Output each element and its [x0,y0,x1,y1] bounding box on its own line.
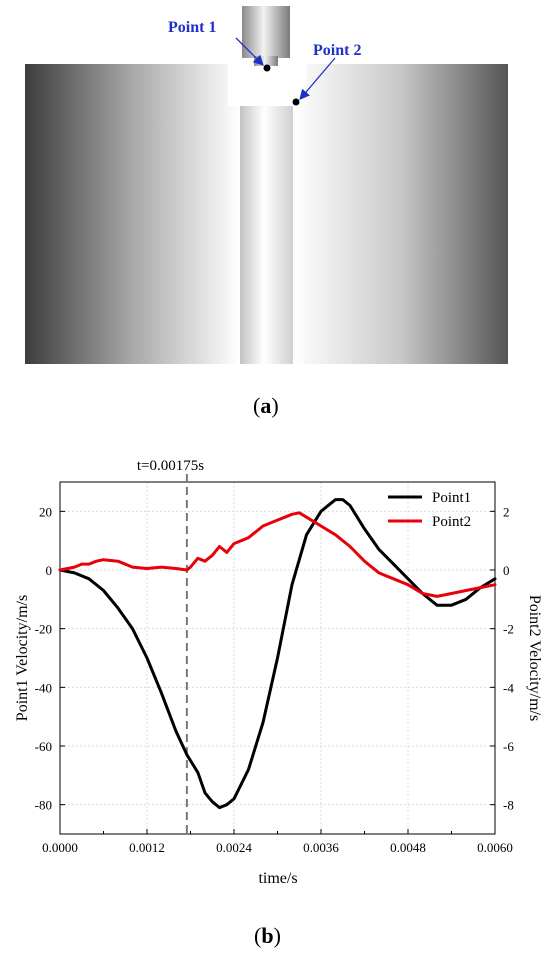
center-channel [240,106,293,364]
paren-open: ( [253,393,261,418]
x-tick-label: 0.0036 [303,840,339,855]
y-tick-label-left: 0 [46,563,53,578]
y-axis-label-right: Point2 Velocity/m/s [526,595,543,721]
nozzle [242,6,290,58]
y-tick-label-right: -4 [503,680,514,695]
legend: Point1 Point2 [388,490,471,530]
point-1-marker [263,64,271,72]
annotation-label: t=0.00175s [137,458,204,474]
y-tick-label-left: -80 [35,798,52,813]
point-2-marker [292,98,300,106]
point-1-label: Point 1 [168,19,216,36]
ticks: 0.0000 0.0012 0.0024 0.0036 0.0048 0.0060200-… [35,504,515,855]
series [58,498,497,810]
paren-close: ) [273,923,281,948]
x-axis-label: time/s [258,870,297,887]
point-2-arrow [299,57,336,100]
y-tick-label-left: -40 [35,680,52,695]
paren-open: ( [254,923,262,948]
x-tick-label: 0.0024 [216,840,252,855]
x-tick-label: 0.0060 [477,840,513,855]
x-tick-label: 0.0000 [42,840,78,855]
series-line-point1 [58,498,497,810]
legend-label-point2: Point2 [432,514,471,530]
y-tick-label-left: 20 [39,504,52,519]
y-tick-label-left: -20 [35,622,52,637]
letter: b [261,923,274,948]
paren-close: ) [271,393,279,418]
y-tick-label-right: -2 [503,622,514,637]
right-block [293,64,508,364]
left-block [25,64,240,364]
geometry-figure: Point 1 Point 2 [25,6,508,364]
y-tick-label-right: 0 [503,563,510,578]
x-tick-label: 0.0012 [129,840,165,855]
y-tick-label-right: -8 [503,798,514,813]
subfigure-label-a: (a) [253,393,279,419]
y-tick-label-left: -60 [35,739,52,754]
legend-label-point1: Point1 [432,490,471,506]
point-1-arrow [235,37,264,66]
y-tick-label-right: 2 [503,504,510,519]
nozzle-tip [254,56,278,66]
velocity-chart: 0.0000 0.0012 0.0024 0.0036 0.0048 0.0060200-… [14,458,543,887]
y-axis-label-left: Point1 Velocity/m/s [14,595,31,721]
y-tick-label-right: -6 [503,739,514,754]
letter: a [260,393,272,418]
x-tick-label: 0.0048 [390,840,426,855]
subfigure-label-b: (b) [254,923,281,949]
point-2-label: Point 2 [313,42,361,59]
series-line-point2 [58,511,497,598]
